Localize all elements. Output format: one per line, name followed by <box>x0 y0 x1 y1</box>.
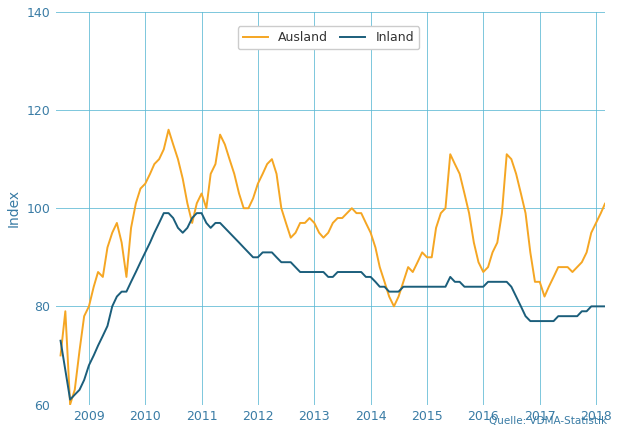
Line: Inland: Inland <box>61 213 620 399</box>
Legend: Ausland, Inland: Ausland, Inland <box>238 26 419 49</box>
Line: Ausland: Ausland <box>61 130 620 405</box>
Text: Quelle: VDMA-Statistik: Quelle: VDMA-Statistik <box>489 416 608 426</box>
Y-axis label: Index: Index <box>7 189 21 227</box>
